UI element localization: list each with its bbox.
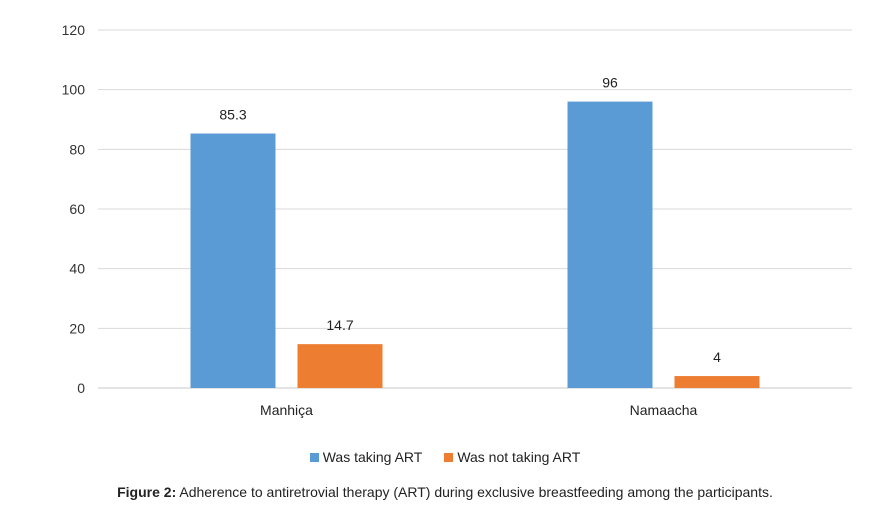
legend: Was taking ART Was not taking ART bbox=[0, 449, 890, 465]
bar bbox=[674, 376, 760, 388]
y-tick-label: 100 bbox=[62, 82, 86, 98]
legend-label-taking-art: Was taking ART bbox=[322, 449, 423, 465]
y-tick-label: 80 bbox=[69, 141, 85, 157]
data-label: 14.7 bbox=[326, 317, 353, 333]
legend-label-not-taking-art: Was not taking ART bbox=[457, 449, 581, 465]
data-label: 4 bbox=[713, 349, 721, 365]
legend-item-not-taking-art: Was not taking ART bbox=[444, 449, 580, 465]
y-tick-label: 20 bbox=[69, 320, 85, 336]
bar-chart: 0 20 40 60 80 100 120 85.3 14.7 Manhiça 96 4 Namaach… bbox=[62, 22, 852, 418]
x-category-label: Namaacha bbox=[630, 402, 698, 418]
legend-item-taking-art: Was taking ART bbox=[309, 449, 423, 465]
y-tick-label: 120 bbox=[62, 22, 86, 38]
legend-swatch-taking-art bbox=[309, 452, 319, 462]
bar bbox=[190, 133, 276, 388]
y-tick-label: 0 bbox=[77, 380, 85, 396]
caption-prefix: Figure 2: bbox=[117, 484, 177, 500]
data-label: 96 bbox=[602, 75, 618, 91]
y-tick-label: 40 bbox=[69, 261, 85, 277]
caption-text: Adherence to antiretrovial therapy (ART)… bbox=[179, 484, 773, 500]
data-label: 85.3 bbox=[219, 107, 246, 123]
bar bbox=[567, 101, 653, 388]
bar bbox=[297, 344, 383, 388]
y-tick-label: 60 bbox=[69, 201, 85, 217]
legend-swatch-not-taking-art bbox=[444, 452, 454, 462]
x-category-label: Manhiça bbox=[260, 402, 313, 418]
figure-caption: Figure 2: Adherence to antiretrovial the… bbox=[0, 484, 890, 500]
